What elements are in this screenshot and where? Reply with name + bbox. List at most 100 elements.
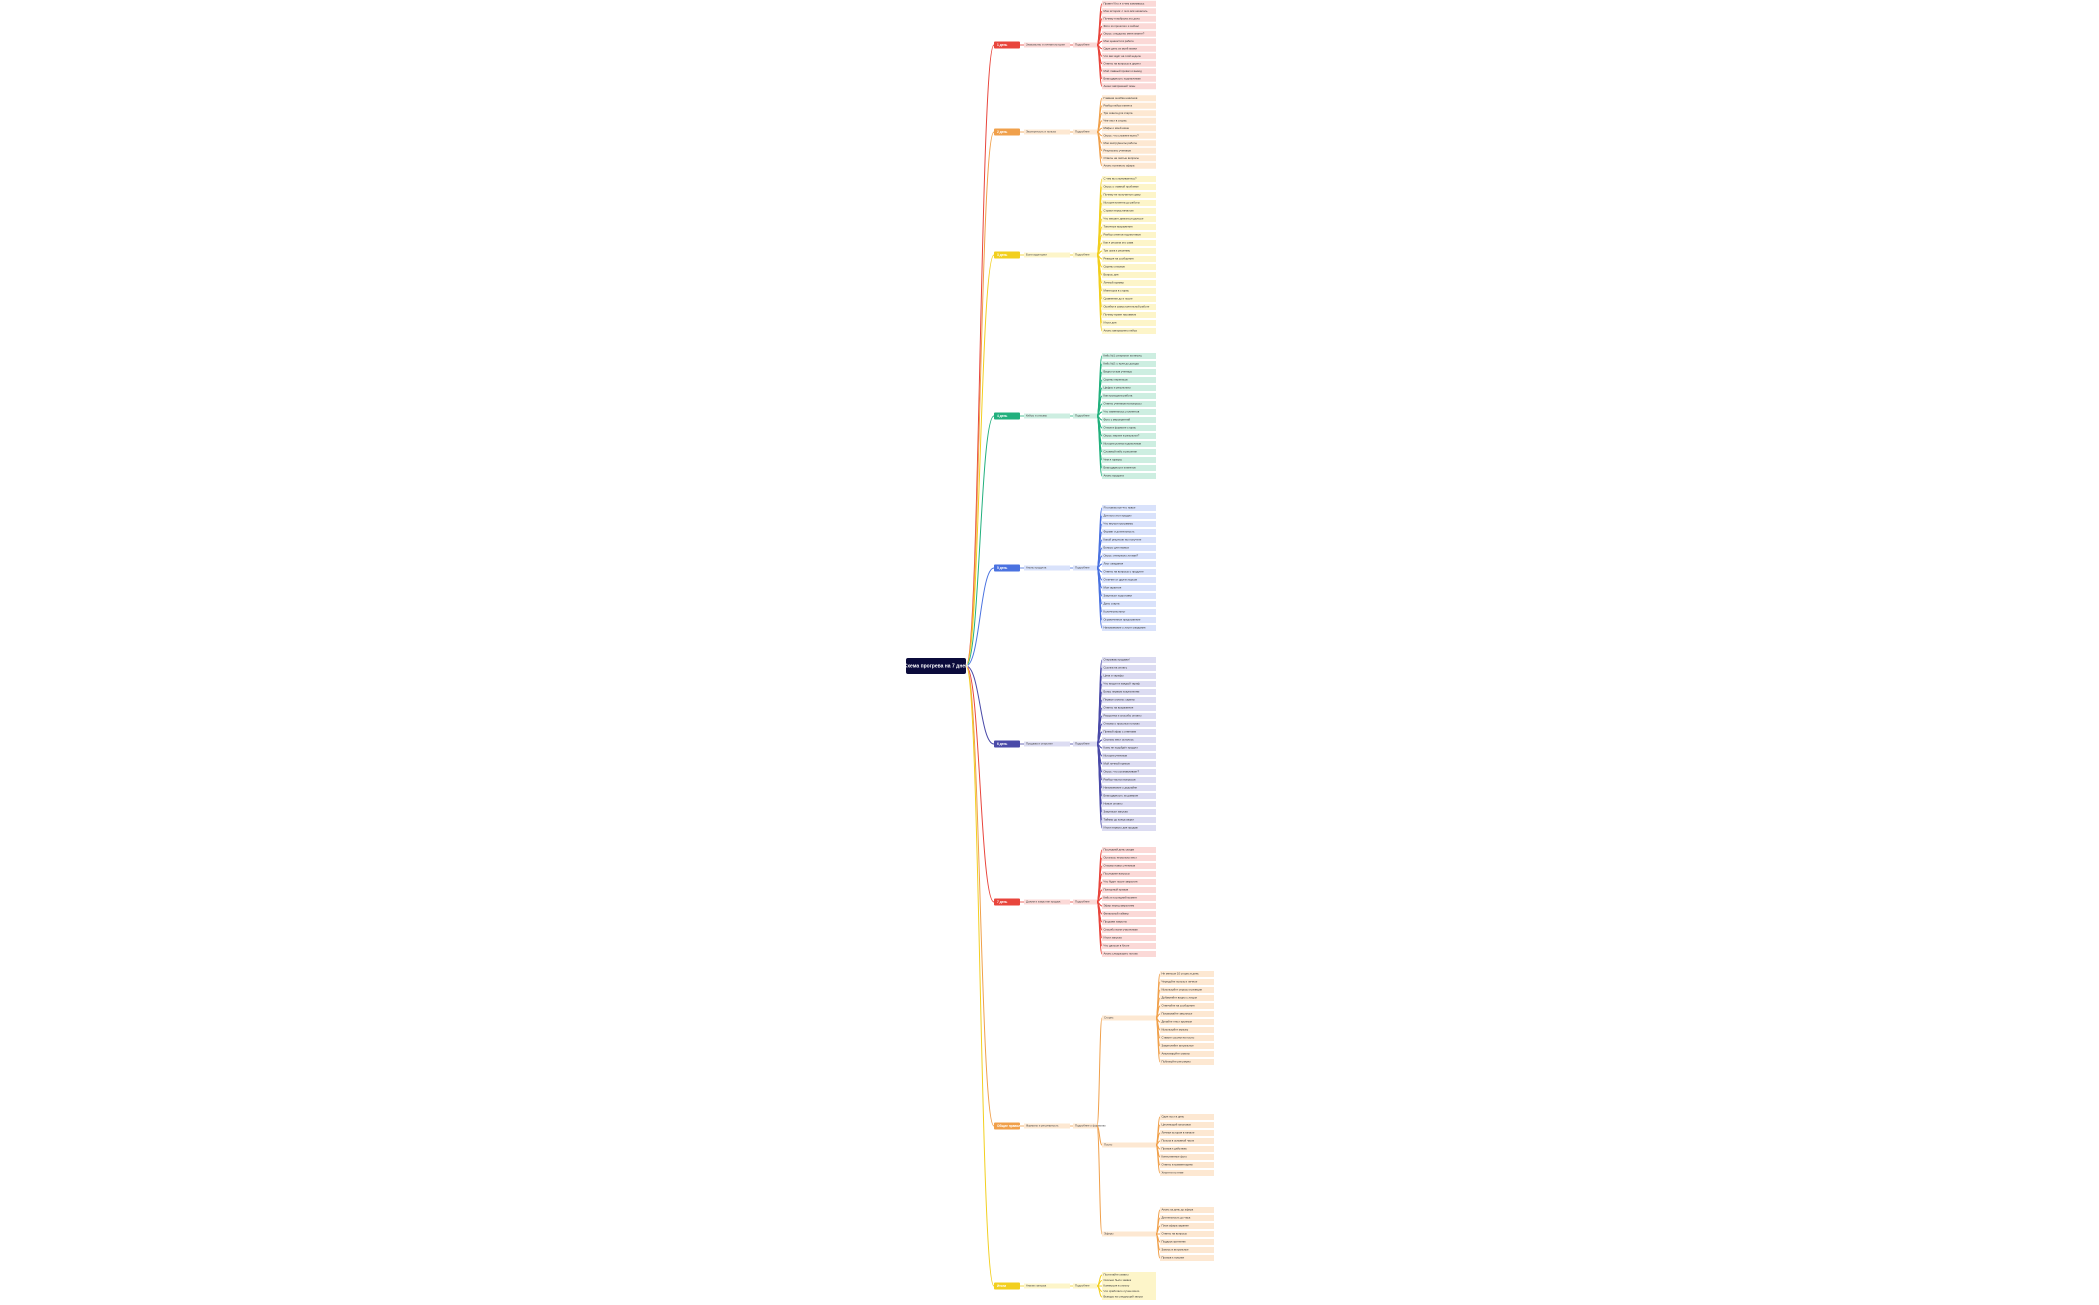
leaf-label: Личная история в начале [1162,1131,1195,1135]
leaf-node [1102,729,1156,735]
leaf-node [1102,529,1156,535]
more-label: Подробнее [1075,253,1090,257]
leaf-label: Какой результат вы получите [1104,538,1142,542]
leaf-node [1102,248,1156,254]
leaf-node [1102,665,1156,671]
leaf-label: Новые оплаты [1104,802,1123,806]
leaf-label: Цифры и результаты [1104,386,1131,390]
group-label: Сторис [1104,1016,1114,1020]
connector [1155,1144,1161,1174]
leaf-node [1102,1277,1156,1284]
leaf-node [1102,8,1156,15]
leaf-label: Фото из прошлого и сейчас [1104,24,1140,28]
more-node [1073,1283,1097,1289]
leaf-label: Итоги запуска [1104,936,1123,940]
leaf-node [1102,401,1156,407]
leaf-node [1102,0,1156,7]
leaf-label: Количество мест [1104,610,1127,614]
leaf-label: Что вас ждёт на этой неделе [1104,54,1142,58]
leaf-node [1102,15,1156,22]
leaf-node [1102,53,1156,60]
more-node [1073,565,1097,571]
leaf-label: Ошибки в самостоятельной работе [1104,305,1150,309]
leaf-label: Анонс завтрашнего кейса [1104,329,1138,333]
group-label: Эфиры [1104,1232,1113,1236]
leaf-node [1102,155,1156,162]
leaf-label: Вопрос дня [1104,273,1119,277]
leaf-node [1102,903,1156,909]
leaf-node [1102,537,1156,543]
branch-node [994,251,1020,259]
leaf-label: План эфира заранее [1162,1224,1190,1228]
leaf-node [1160,1215,1214,1221]
leaf-label: Кому не подойдёт продукт [1104,746,1139,750]
more-label: Подробнее [1075,130,1090,134]
connector [1096,1285,1103,1298]
leaf-node [1102,95,1156,102]
connector [965,254,995,667]
leaf-node [1102,569,1156,575]
branch-node [994,412,1020,420]
leaf-label: Прямой эфир с ответами [1104,730,1137,734]
more-node [1073,899,1097,905]
leaf-label: Эфир перед закрытием [1104,904,1135,908]
leaf-node [1102,911,1156,917]
leaf-label: Почему не получается сразу [1104,193,1142,197]
leaf-label: Рассрочка и способы оплаты [1104,714,1142,718]
leaf-label: Итоги первого дня продаж [1104,826,1138,830]
leaf-node [1102,23,1156,30]
leaf-node [1102,264,1156,270]
leaf-label: Отзывы о прошлых потоках [1104,722,1141,726]
branch-node [994,898,1020,906]
leaf-node [1160,1011,1214,1017]
branch-label: 5 день [997,566,1007,570]
leaf-node [1102,304,1156,310]
more-label: Подробнее о форматах [1075,1124,1106,1128]
leaf-label: Ответы на вопросы [1162,1232,1187,1236]
more-node [1073,741,1097,747]
leaf-node [1160,1231,1214,1237]
topic-node [1024,1283,1070,1289]
leaf-label: Сколько было заявок [1104,1278,1132,1282]
leaf-node [1102,457,1156,463]
leaf-label: Последние вопросы [1104,872,1130,876]
leaf-label: Открываю продажи! [1104,658,1130,662]
leaf-node [1102,793,1156,799]
leaf-label: Моя гарантия [1104,586,1122,590]
leaf-label: Почему нужен наставник [1104,313,1137,317]
leaf-label: Повторный призыв [1104,888,1129,892]
leaf-label: Напоминание о дедлайне [1104,786,1138,790]
leaf-label: Что мешает двигаться дальше [1104,217,1144,221]
leaf-label: Опрос о главной проблеме [1104,185,1140,189]
leaf-label: Отзыв в формате сторис [1104,426,1137,430]
more-node [1073,42,1097,48]
leaf-node [1160,1059,1214,1065]
leaf-label: С чем вы сталкиваетесь? [1104,177,1138,181]
connector [1155,1017,1161,1063]
leaf-node [1102,393,1156,399]
leaf-label: Три шага к решению [1104,249,1131,253]
more-node [1073,1123,1097,1129]
branch-label: Общие правила [997,1124,1022,1128]
leaf-node [1160,1027,1214,1033]
leaf-label: Один пост в день [1162,1115,1185,1119]
more-label: Подробнее [1075,1284,1090,1288]
leaf-node [1102,847,1156,853]
leaf-label: Итоги дня [1104,321,1117,325]
leaf-node [1102,871,1156,877]
leaf-node [1102,609,1156,615]
leaf-node [1102,176,1156,182]
leaf-node [1102,737,1156,743]
leaf-label: Финальный таймер [1104,912,1130,916]
branch-label: 7 день [997,900,1007,904]
leaf-node [1102,38,1156,45]
leaf-label: Реакция на сообщения [1104,257,1134,261]
leaf-label: Публикуйте регулярно [1162,1060,1192,1064]
leaf-label: Анализируйте охваты [1162,1052,1190,1056]
leaf-node [1102,1283,1156,1289]
leaf-node [1102,162,1156,169]
group-node [1102,1015,1156,1021]
leaf-node [1102,785,1156,791]
leaf-node [1102,935,1156,941]
root-node [906,658,966,674]
